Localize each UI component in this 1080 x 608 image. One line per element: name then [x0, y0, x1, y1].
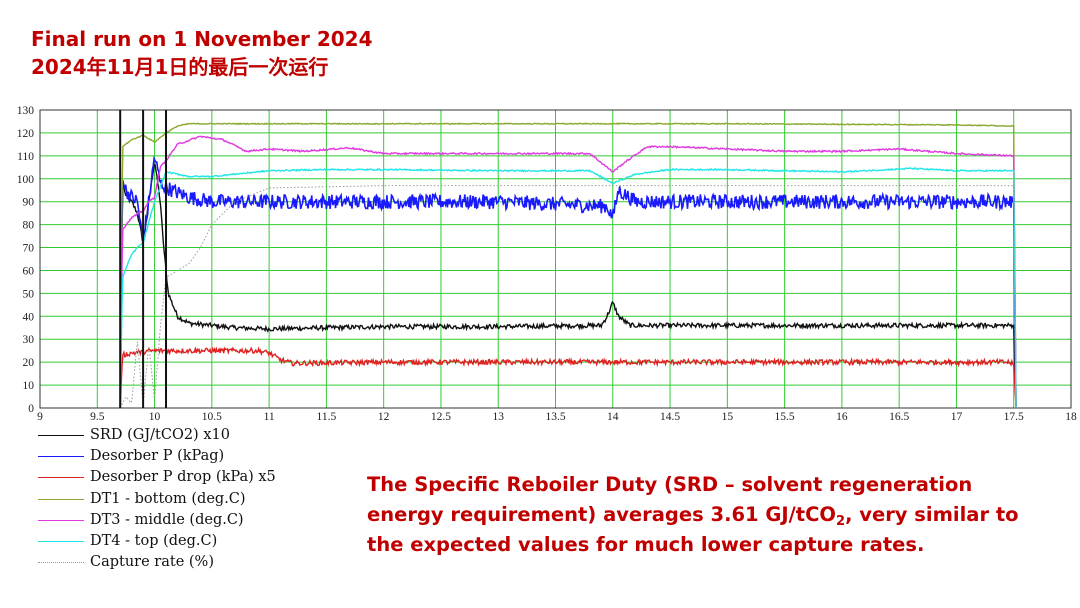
y-tick-label: 20: [23, 357, 35, 369]
x-tick-label: 17: [951, 411, 963, 423]
y-tick-label: 70: [23, 243, 35, 255]
x-tick-label: 12: [378, 411, 390, 423]
y-tick-label: 30: [23, 334, 35, 346]
x-tick-label: 11: [264, 411, 275, 423]
chart-series: [119, 122, 1017, 409]
x-tick-label: 18: [1065, 411, 1077, 423]
legend-swatch: [38, 498, 84, 500]
y-tick-label: 110: [17, 151, 34, 163]
y-tick-label: 90: [23, 197, 35, 209]
chart-axes: [39, 109, 1072, 409]
series-line-desorber-p: [119, 155, 1017, 409]
x-tick-label: 9.5: [90, 411, 105, 423]
x-tick-label: 13.5: [545, 411, 565, 423]
x-tick-label: 14.5: [660, 411, 680, 423]
chart-tick-labels: 9 9.5 10 10.5 11 11.5 12 12.5 13 13.5 14 14.5 15 15.5…: [17, 105, 1077, 423]
x-tick-label: 12.5: [431, 411, 451, 423]
chart-vertical-markers: [119, 110, 168, 408]
y-tick-label: 80: [23, 220, 35, 232]
legend-swatch: [38, 540, 84, 542]
y-tick-label: 0: [28, 403, 34, 415]
srd-note: The Specific Reboiler Duty (SRD – solven…: [367, 470, 1047, 560]
series-line-dt3: [119, 135, 1017, 409]
legend-label: DT3 - middle (deg.C): [90, 511, 244, 528]
y-tick-label: 50: [23, 288, 35, 300]
series-line-srd: [119, 163, 1017, 409]
series-line-dt1: [119, 122, 1017, 409]
y-tick-label: 120: [17, 128, 35, 140]
x-tick-label: 9: [37, 411, 43, 423]
y-tick-label: 40: [23, 311, 35, 323]
srd-note-subscript: 2: [836, 514, 846, 529]
legend-swatch: [38, 562, 84, 564]
x-tick-label: 16: [836, 411, 848, 423]
y-tick-label: 130: [17, 105, 35, 117]
chart-title-chinese: 2024年11月1日的最后一次运行: [31, 55, 329, 79]
series-line-dt4: [119, 167, 1017, 409]
legend-label: Desorber P drop (kPa) x5: [90, 469, 276, 486]
srd-note-text-end: , very similar to the expected values fo…: [367, 503, 1019, 556]
srd-note-text: The Specific Reboiler Duty (SRD – solven…: [367, 473, 973, 526]
x-tick-label: 13: [492, 411, 504, 423]
x-tick-label: 10: [149, 411, 161, 423]
x-tick-label: 15: [722, 411, 734, 423]
x-tick-label: 16.5: [889, 411, 909, 423]
legend-label: DT4 - top (deg.C): [90, 532, 218, 549]
series-line-capture-rate: [119, 185, 1017, 409]
plot-frame: [39, 109, 1072, 409]
legend-swatch: [38, 477, 84, 479]
x-tick-label: 11.5: [317, 411, 337, 423]
legend-label: Capture rate (%): [90, 554, 214, 571]
y-tick-label: 60: [23, 265, 35, 277]
y-tick-label: 10: [23, 380, 35, 392]
legend-label: DT1 - bottom (deg.C): [90, 490, 246, 507]
legend-label: Desorber P (kPag): [90, 448, 225, 465]
series-line-desorber-p-drop: [119, 346, 1017, 409]
legend-swatch: [38, 519, 84, 521]
legend-label: SRD (GJ/tCO2) x10: [90, 427, 230, 443]
x-tick-label: 15.5: [775, 411, 795, 423]
x-tick-label: 14: [607, 411, 619, 423]
legend-swatch: [38, 435, 84, 436]
x-tick-label: 10.5: [202, 411, 222, 423]
y-tick-label: 100: [17, 174, 35, 186]
chart-title: Final run on 1 November 2024: [31, 27, 373, 51]
x-tick-label: 17.5: [1004, 411, 1024, 423]
legend-swatch: [38, 456, 84, 458]
